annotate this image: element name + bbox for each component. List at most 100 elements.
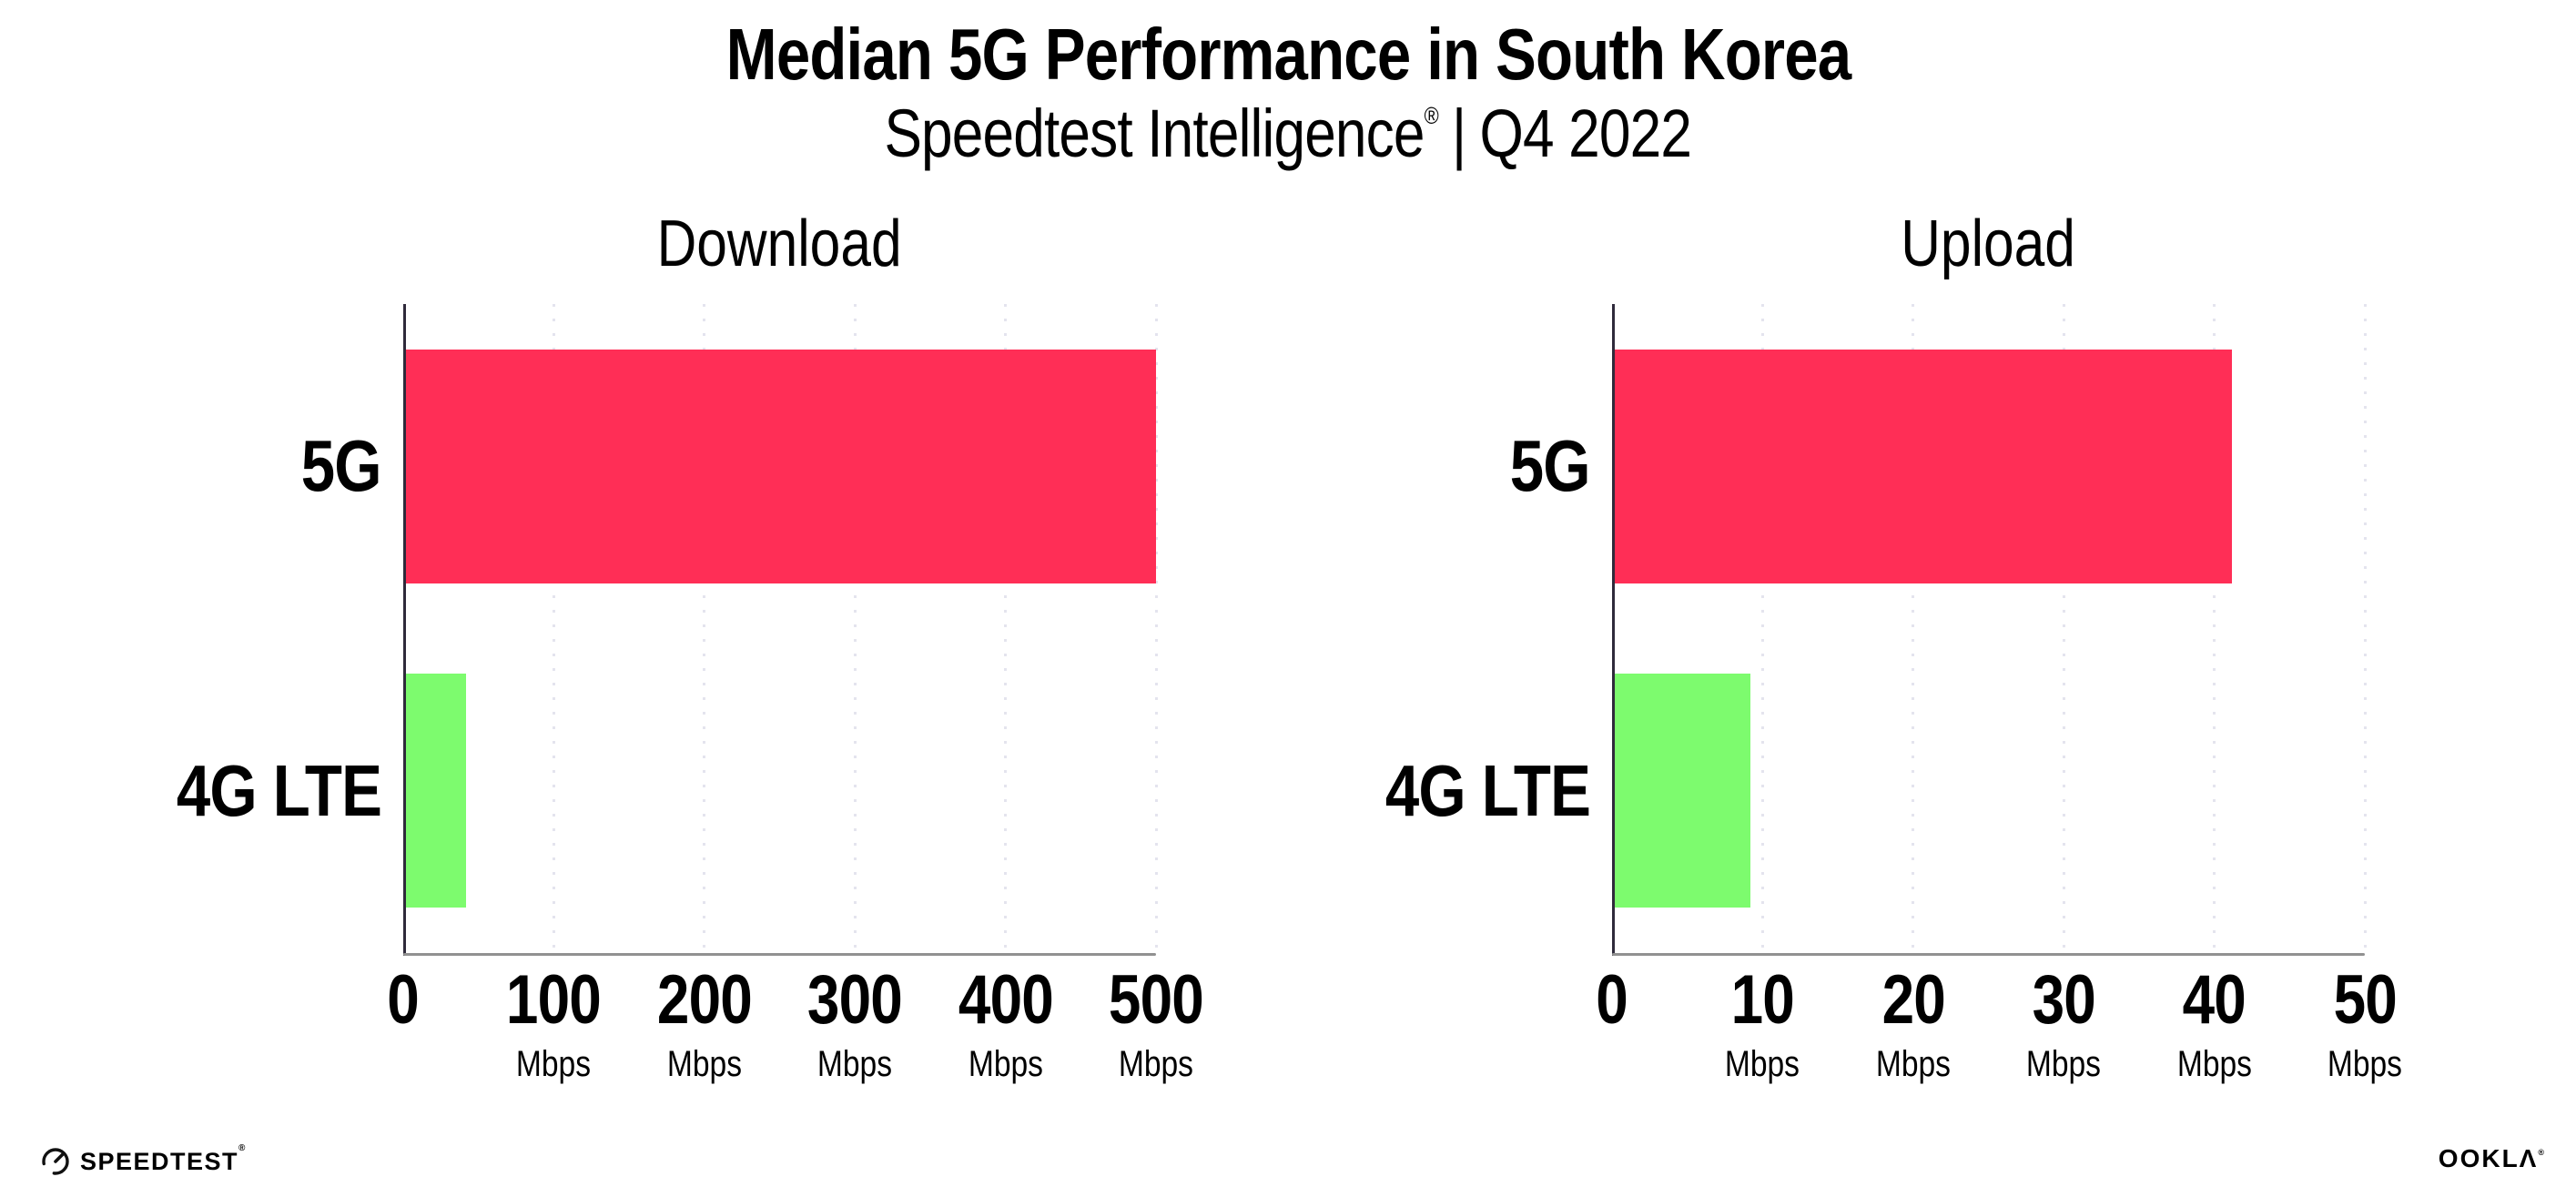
category-label: 4G LTE: [1346, 749, 1591, 832]
x-tick-unit: Mbps: [604, 1046, 805, 1082]
x-tick-label: 100 Mbps: [453, 966, 654, 1083]
x-tick-unit-text: Mbps: [1118, 1044, 1194, 1084]
x-tick-label: 40 Mbps: [2115, 966, 2315, 1083]
x-tick-value-text: 400: [958, 961, 1054, 1039]
x-tick-value-text: 50: [2333, 961, 2397, 1039]
x-tick-unit: Mbps: [1056, 1046, 1256, 1082]
x-tick-unit: Mbps: [906, 1046, 1106, 1082]
category-label-text: 5G: [301, 425, 382, 507]
category-label-text: 4G LTE: [176, 749, 382, 831]
x-tick-value-text: 10: [1730, 961, 1795, 1039]
category-label-text: 5G: [1510, 425, 1591, 507]
x-tick-value-text: 200: [656, 961, 753, 1039]
gridline: [1004, 304, 1008, 953]
x-axis-line: [1612, 953, 2365, 956]
subtitle-brand: Speedtest Intelligence: [884, 96, 1425, 171]
x-tick-value: 500: [1056, 966, 1256, 1035]
x-tick-value: 50: [2265, 966, 2465, 1035]
x-tick-unit: Mbps: [1813, 1046, 2013, 1082]
x-tick-unit-text: Mbps: [2327, 1044, 2403, 1084]
x-tick-unit-text: Mbps: [1875, 1044, 1951, 1084]
speedtest-gauge-icon: [42, 1148, 69, 1175]
x-tick-value-text: 0: [1596, 961, 1629, 1039]
chart-title-text: Upload: [1901, 208, 2076, 280]
x-tick-value-text: 40: [2182, 961, 2246, 1039]
bar-4g-lte: [1615, 674, 1750, 908]
x-tick-label: 0: [303, 966, 503, 1035]
x-axis-line: [403, 953, 1156, 956]
x-tick-value-text: 300: [807, 961, 903, 1039]
chart-panel-download: Download 5G 4G LTE 0 100 Mbps 200 Mbps 300 Mbps 40…: [177, 211, 1204, 1082]
page-subtitle: Speedtest Intelligence® | Q4 2022: [0, 98, 2576, 169]
x-tick-unit-text: Mbps: [968, 1044, 1043, 1084]
x-tick-unit: Mbps: [755, 1046, 955, 1082]
bar-4g-lte: [406, 674, 467, 908]
x-tick-label: 300 Mbps: [755, 966, 955, 1083]
speedtest-trademark: ®: [238, 1142, 247, 1153]
x-tick-label: 20 Mbps: [1813, 966, 2013, 1083]
gridline: [1760, 304, 1764, 953]
x-tick-unit: Mbps: [453, 1046, 654, 1082]
x-tick-value-text: 30: [2032, 961, 2096, 1039]
x-tick-unit: Mbps: [1963, 1046, 2164, 1082]
x-tick-value-text: 0: [387, 961, 421, 1039]
x-tick-unit-text: Mbps: [2026, 1044, 2102, 1084]
ookla-logo-text: OOKLΛ: [2438, 1144, 2539, 1172]
x-tick-label: 200 Mbps: [604, 966, 805, 1083]
x-tick-value: 20: [1813, 966, 2013, 1035]
gridline: [2213, 304, 2216, 953]
x-tick-label: 500 Mbps: [1056, 966, 1256, 1083]
x-tick-value: 100: [453, 966, 654, 1035]
gridline: [853, 304, 857, 953]
x-tick-value-text: 100: [506, 961, 602, 1039]
x-tick-unit-text: Mbps: [817, 1044, 893, 1084]
registered-mark: ®: [1424, 102, 1439, 129]
x-tick-value: 40: [2115, 966, 2315, 1035]
chart-title-text: Download: [657, 208, 902, 280]
x-tick-value-text: 500: [1108, 961, 1204, 1039]
x-tick-unit-text: Mbps: [1725, 1044, 1800, 1084]
x-tick-value-text: 20: [1881, 961, 1945, 1039]
x-tick-unit-text: Mbps: [666, 1044, 742, 1084]
gridline: [1912, 304, 1915, 953]
x-tick-value: 200: [604, 966, 805, 1035]
x-tick-value: 10: [1662, 966, 1862, 1035]
page-title: Median 5G Performance in South Korea: [725, 14, 1851, 95]
x-tick-unit: Mbps: [2265, 1046, 2465, 1082]
ookla-logo: OOKLΛ ®: [2439, 1143, 2546, 1174]
y-axis-line: [1612, 304, 1615, 956]
chart-title: Download: [403, 211, 1156, 277]
category-label-text: 4G LTE: [1384, 749, 1591, 831]
category-label: 5G: [1495, 425, 1591, 507]
chart-panel-upload: Upload 5G 4G LTE 0 10 Mbps 20 Mbps 30 Mbps 40 Mbps 5…: [1385, 211, 2402, 1082]
subtitle-separator: |: [1452, 96, 1466, 171]
speedtest-logo-text: SPEEDTEST®: [80, 1142, 247, 1175]
gridline: [703, 304, 706, 953]
x-tick-label: 50 Mbps: [2265, 966, 2465, 1083]
x-tick-label: 10 Mbps: [1662, 966, 1862, 1083]
x-tick-value: 30: [1963, 966, 2164, 1035]
x-tick-value: 300: [755, 966, 955, 1035]
plot-area: [403, 304, 1158, 956]
subtitle-period: Q4 2022: [1479, 96, 1692, 171]
gridline: [2062, 304, 2065, 953]
category-label: 5G: [286, 425, 382, 507]
bar-5g: [1615, 349, 2233, 583]
x-tick-label: 400 Mbps: [906, 966, 1106, 1083]
speedtest-logo: SPEEDTEST®: [40, 1143, 247, 1180]
bar-5g: [406, 349, 1156, 583]
chart-title: Upload: [1612, 211, 2365, 277]
x-tick-unit: Mbps: [2115, 1046, 2315, 1082]
gridline: [2363, 304, 2367, 953]
x-tick-unit: Mbps: [1662, 1046, 1862, 1082]
ookla-trademark: ®: [2538, 1147, 2546, 1157]
x-tick-value: 0: [303, 966, 503, 1035]
x-tick-label: 0: [1512, 966, 1712, 1035]
x-tick-value: 0: [1512, 966, 1712, 1035]
x-tick-value: 400: [906, 966, 1106, 1035]
x-tick-unit-text: Mbps: [516, 1044, 592, 1084]
category-label: 4G LTE: [137, 749, 382, 832]
y-axis-line: [403, 304, 406, 956]
plot-area: [1612, 304, 2367, 956]
